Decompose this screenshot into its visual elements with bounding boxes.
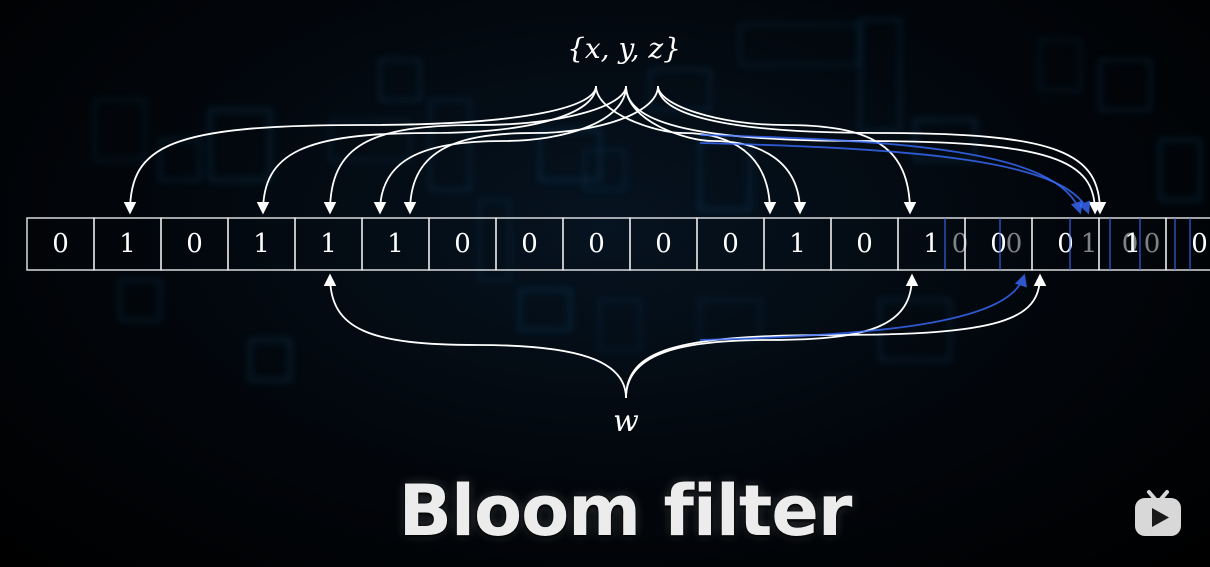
bit-value: 0	[1191, 229, 1208, 259]
background-tile	[584, 149, 626, 191]
set-hash-arrow	[123, 85, 597, 215]
background-tiles	[94, 19, 1201, 381]
bit-value: 0	[856, 229, 873, 259]
query-label: w	[613, 404, 639, 439]
overlay-bit-value: 0	[1122, 229, 1139, 259]
bit-value: 0	[454, 229, 471, 259]
bit-value: 1	[789, 229, 806, 259]
background-tile	[249, 339, 291, 381]
query-hash-arrow	[625, 273, 1047, 399]
bit-value: 0	[52, 229, 69, 259]
background-tile	[159, 139, 201, 181]
background-tile	[1099, 59, 1151, 111]
background-tile	[379, 59, 421, 101]
motion-trail	[699, 134, 1083, 215]
background-tile	[519, 289, 571, 331]
set-hash-arrow	[323, 85, 627, 215]
bit-value: 0	[521, 229, 538, 259]
bit-value: 1	[119, 229, 136, 259]
tv-play-icon[interactable]	[1132, 488, 1184, 540]
motion-trail	[699, 273, 1027, 341]
background-tile	[739, 24, 861, 66]
bit-cell	[1165, 217, 1210, 271]
bit-value: 0	[655, 229, 672, 259]
set-hash-arrows	[123, 85, 1107, 215]
background-tile	[539, 129, 601, 181]
background-tile	[1159, 139, 1201, 201]
set-hash-arrow	[657, 85, 917, 215]
bit-value: 0	[1057, 229, 1074, 259]
background-tile	[699, 299, 761, 341]
bit-value: 1	[923, 229, 940, 259]
bit-value: 1	[1124, 229, 1141, 259]
bit-array: 0 1 0 1 1 1 0 0 0 0 0 1 0 1 0 0 1 00 0 1 0 0	[26, 217, 1210, 271]
overlay-bit-value: 1	[1081, 229, 1098, 259]
query-hash-arrows	[323, 273, 1047, 399]
set-hash-arrow	[595, 85, 777, 215]
background-tile	[429, 99, 471, 191]
bit-value: 0	[990, 229, 1007, 259]
set-hash-arrow	[373, 85, 627, 215]
background-tile	[479, 199, 511, 281]
background-tile	[859, 19, 901, 131]
background-tile	[119, 279, 161, 321]
bit-value: 0	[722, 229, 739, 259]
background-tile	[209, 109, 271, 181]
set-hash-arrow	[403, 85, 659, 215]
overlay-bit-value: 0	[952, 229, 969, 259]
bit-value: 1	[320, 229, 337, 259]
motion-trail	[699, 142, 1091, 215]
bit-value: 1	[387, 229, 404, 259]
set-hash-arrow	[256, 85, 597, 215]
background-tile	[1039, 39, 1081, 91]
set-hash-arrow	[625, 85, 807, 215]
bit-value: 0	[186, 229, 203, 259]
set-label: {x, y, z}	[567, 32, 681, 65]
set-hash-arrow	[657, 85, 1107, 215]
bit-value: 0	[588, 229, 605, 259]
bit-value: 1	[253, 229, 270, 259]
overlay-bit-value: 0	[1006, 229, 1023, 259]
background-tile	[879, 299, 951, 361]
query-hash-arrow	[625, 273, 919, 399]
background-tile	[914, 119, 976, 161]
background-tile	[599, 299, 641, 351]
overlay-bit-value: 0	[1144, 229, 1161, 259]
background-tile	[699, 139, 751, 211]
query-hash-arrow	[323, 273, 627, 399]
caption-bloom-filter: Bloom filter	[398, 470, 853, 552]
background-tile	[94, 99, 146, 161]
